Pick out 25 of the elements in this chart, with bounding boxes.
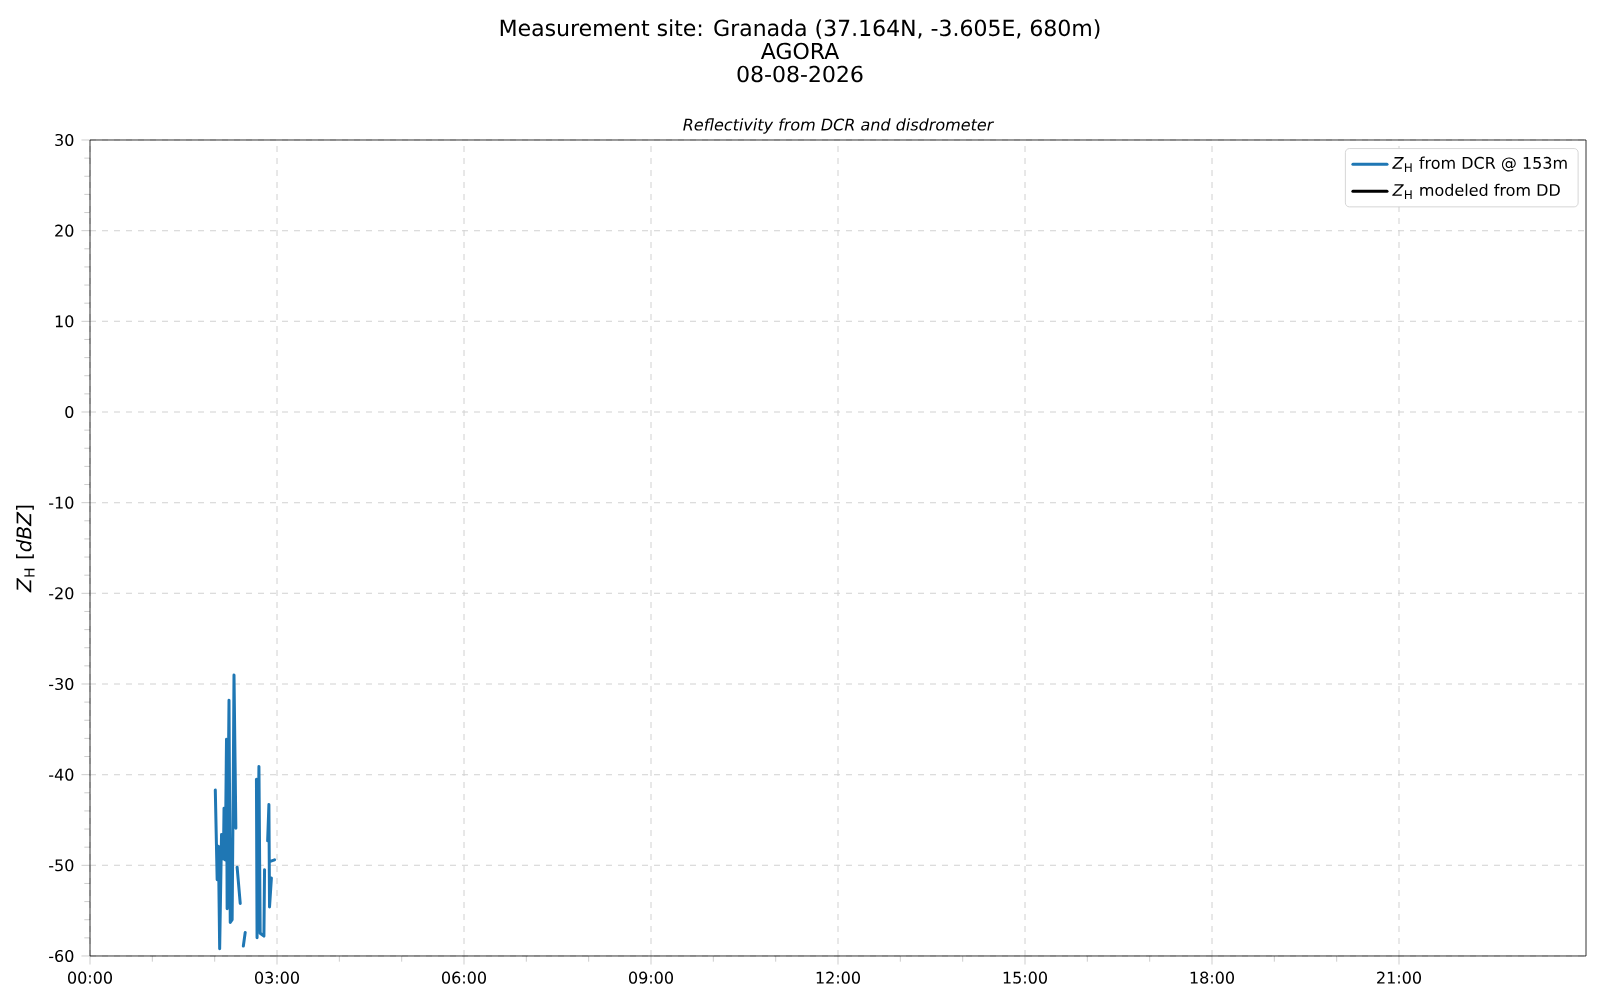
text: 08-08-2026 [737, 65, 863, 83]
x-tick-label: 03:00 [255, 971, 299, 984]
y-axis-title: Z$_{H}$ [dBZ] [16, 505, 35, 593]
y-tick-label: 0 [65, 405, 74, 419]
x-tick-label: 06:00 [442, 971, 486, 984]
y-tick-label: -20 [49, 587, 74, 600]
y-tick-label: -50 [49, 859, 74, 872]
x-tick-label: 00:00 [68, 971, 112, 984]
y-tick-label: -10 [49, 496, 74, 509]
text: AGORA [760, 42, 840, 60]
y-tick-label: -30 [49, 677, 74, 691]
legend-label: Z$_{H}$ modeled from DD [1392, 183, 1560, 200]
x-tick-label: 09:00 [629, 971, 673, 984]
y-tick-label: 10 [55, 315, 74, 328]
chart-title: Measurement site: Granada (37.164N, -3.605E, 680m) [500, 19, 1100, 39]
y-tick-label: 30 [55, 133, 74, 147]
chart-subtitle: Reflectivity from DCR and disdrometer [683, 118, 995, 134]
y-tick-label: -60 [49, 949, 74, 963]
x-tick-label: 12:00 [816, 971, 860, 984]
x-tick-label: 18:00 [1190, 971, 1234, 984]
y-tick-label: -40 [49, 768, 74, 781]
x-tick-label: 21:00 [1377, 971, 1421, 984]
y-tick-label: 20 [55, 224, 74, 237]
legend-label: Z$_{H}$ from DCR @ 153m [1392, 156, 1567, 172]
x-tick-label: 15:00 [1003, 971, 1047, 984]
